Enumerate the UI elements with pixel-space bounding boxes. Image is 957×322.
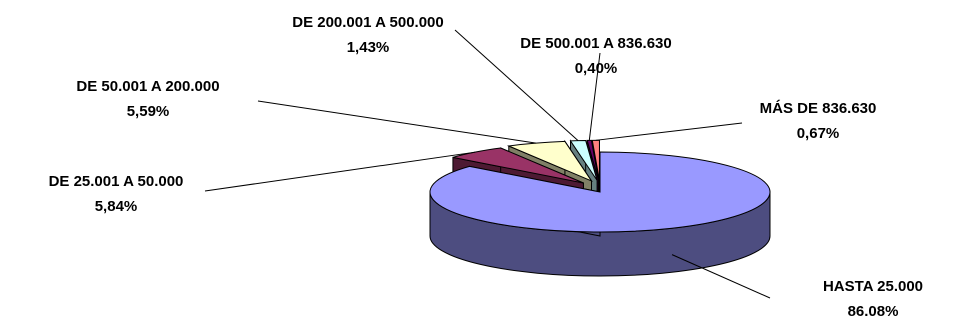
slice-label-name: DE 500.001 A 836.630 <box>520 35 672 52</box>
leader-line-de-50-001-a-200-000 <box>257 100 537 144</box>
leader-line-de-500-001-a-836-630 <box>588 52 601 141</box>
pie-slice-de-200-001-a-500-000 <box>569 139 598 181</box>
slice-label-value: 0,40% <box>575 60 618 77</box>
leader-lines <box>204 29 771 299</box>
slice-label-name: DE 200.001 A 500.000 <box>292 14 444 31</box>
pie-tops <box>429 139 771 233</box>
slice-label-name: DE 50.001 A 200.000 <box>76 78 219 95</box>
slice-label-name: DE 25.001 A 50.000 <box>49 173 184 190</box>
slice-label-hasta-25000: HASTA 25.000 86.08% <box>823 278 923 320</box>
pie-slice-de-50-001-a-200-000 <box>506 140 593 183</box>
leader-line-mas-de-836-630 <box>595 122 743 141</box>
slice-label-value: 5,59% <box>127 103 170 120</box>
slice-label-value: 1,43% <box>347 39 390 56</box>
leader-line-de-200-001-a-500-000 <box>454 29 579 141</box>
slice-label-value: 5,84% <box>95 198 138 215</box>
leader-line-hasta-25-000 <box>671 254 771 299</box>
leader-line-de-25-001-a-50-000 <box>204 151 476 192</box>
slice-label-25001-50000: DE 25.001 A 50.000 5,84% <box>49 173 184 215</box>
slice-label-500001-836630: DE 500.001 A 836.630 0,40% <box>520 35 672 77</box>
slice-label-name: HASTA 25.000 <box>823 278 923 295</box>
slice-label-200001-500000: DE 200.001 A 500.000 1,43% <box>292 14 444 56</box>
slice-label-50001-200000: DE 50.001 A 200.000 5,59% <box>76 78 219 120</box>
slice-label-name: MÁS DE 836.630 <box>760 100 877 117</box>
pie-slice-hasta-25-000 <box>429 151 771 233</box>
slice-label-value: 86.08% <box>848 303 899 320</box>
slice-label-value: 0,67% <box>797 125 840 142</box>
pie-slice-de-500-001-a-836-630 <box>586 139 600 181</box>
slice-label-mas-836630: MÁS DE 836.630 0,67% <box>760 100 877 142</box>
